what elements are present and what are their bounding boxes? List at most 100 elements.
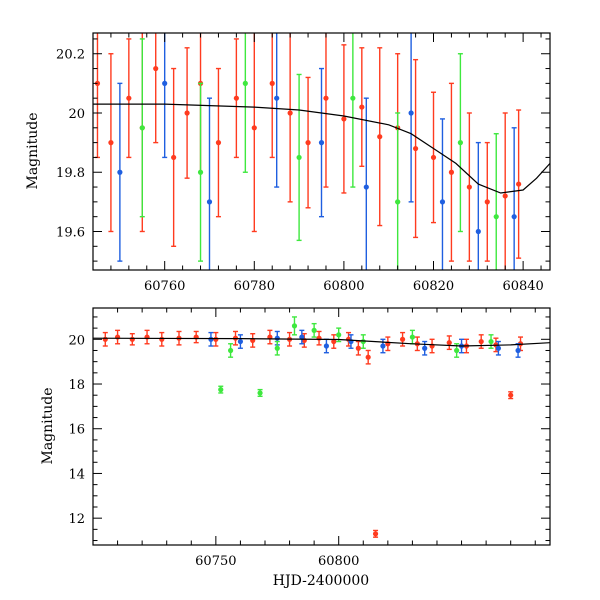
bottom-series-0-point-13 bbox=[316, 330, 322, 346]
top-plot-frame bbox=[92, 32, 551, 271]
top-series-0-point-17 bbox=[377, 47, 383, 227]
bottom-series-0-point-22 bbox=[429, 338, 435, 354]
top-y-tick-label: 19.6 bbox=[56, 225, 85, 240]
top-series-0-point-19 bbox=[412, 58, 419, 239]
top-series-1-point-4 bbox=[318, 67, 325, 218]
top-series-1-point-8 bbox=[475, 141, 481, 270]
top-series-2-point-6 bbox=[457, 53, 463, 233]
top-x-tick-label: 60800 bbox=[323, 279, 364, 294]
top-series-0-point-6 bbox=[184, 47, 190, 179]
top-x-tick-label: 60840 bbox=[502, 279, 543, 294]
bottom-plot-frame bbox=[92, 307, 551, 546]
top-series-0-point-8 bbox=[215, 67, 222, 218]
top-series-1-point-5 bbox=[363, 97, 369, 270]
bottom-series-2-point-2 bbox=[227, 343, 234, 358]
top-series-0-point-12 bbox=[287, 33, 293, 203]
bottom-series-1-point-6 bbox=[380, 338, 386, 354]
bottom-y-tick-label: 20 bbox=[68, 333, 85, 348]
bottom-series-0-point-6 bbox=[193, 330, 199, 344]
bottom-x-tick-label: 60800 bbox=[318, 554, 359, 569]
bottom-series-0-point-1 bbox=[114, 329, 121, 345]
bottom-series-0-point-7 bbox=[213, 331, 219, 347]
bottom-y-tick-label: 18 bbox=[68, 378, 85, 393]
bottom-series-0-point-17 bbox=[365, 349, 371, 365]
top-series-0-point-5 bbox=[171, 67, 177, 248]
bottom-series-2-point-1 bbox=[257, 388, 263, 398]
top-series-0-point-11 bbox=[269, 33, 275, 159]
top-series-2-point-2 bbox=[242, 33, 248, 173]
top-x-tick-label: 60780 bbox=[234, 279, 275, 294]
top-series-0-point-10 bbox=[251, 33, 257, 233]
top-series-0-point-9 bbox=[233, 38, 239, 159]
top-ticks: 60760 60780 60800 60820 60840 19.6 19.8 20 20.2 bbox=[56, 33, 550, 294]
top-y-axis-title: Magnitude bbox=[25, 112, 41, 189]
bottom-series-2-point-5 bbox=[311, 322, 317, 338]
top-series-0-point-25 bbox=[516, 109, 522, 259]
bottom-model-curve bbox=[93, 337, 550, 347]
top-series-layer bbox=[94, 33, 522, 270]
bottom-series-layer bbox=[102, 316, 524, 538]
bottom-series-2-point-3 bbox=[274, 340, 280, 356]
bottom-y-tick-label: 12 bbox=[68, 512, 85, 527]
top-series-2-point-1 bbox=[197, 82, 204, 262]
top-series-2-point-0 bbox=[139, 38, 145, 218]
top-series-1-point-2 bbox=[206, 97, 213, 270]
bottom-series-0-point-23 bbox=[446, 335, 452, 351]
top-series-0-point-20 bbox=[430, 91, 437, 224]
top-series-1-point-0 bbox=[117, 82, 123, 262]
top-panel: 60760 60780 60800 60820 6084019.619.82020.2 … bbox=[25, 32, 551, 294]
bottom-series-2-point-7 bbox=[360, 334, 366, 349]
bottom-series-0-point-25 bbox=[478, 334, 484, 349]
bottom-series-1-point-9 bbox=[495, 340, 502, 356]
bottom-series-1-point-1 bbox=[237, 334, 244, 349]
top-series-0-point-1 bbox=[108, 53, 114, 233]
bottom-x-axis-title: HJD-2400000 bbox=[273, 573, 369, 589]
top-series-0-point-13 bbox=[305, 76, 311, 209]
bottom-series-0-point-3 bbox=[144, 329, 150, 345]
top-series-0-point-23 bbox=[484, 141, 490, 262]
bottom-series-1-point-0 bbox=[208, 331, 214, 347]
top-series-0-point-14 bbox=[323, 33, 329, 188]
top-series-0-point-4 bbox=[153, 33, 159, 144]
bottom-y-tick-label: 14 bbox=[68, 467, 85, 482]
bottom-x-tick-label: 60750 bbox=[195, 554, 236, 569]
top-y-tick-label: 19.8 bbox=[56, 166, 85, 181]
top-series-1-point-1 bbox=[162, 33, 168, 159]
top-series-1-point-3 bbox=[274, 33, 280, 188]
top-series-0-point-2 bbox=[126, 38, 132, 159]
top-x-tick-label: 60760 bbox=[144, 279, 185, 294]
bottom-series-1-point-4 bbox=[323, 338, 330, 354]
bottom-series-0-point-9 bbox=[250, 333, 256, 348]
bottom-series-1-point-10 bbox=[515, 343, 521, 358]
bottom-series-0-point-16 bbox=[355, 340, 361, 356]
bottom-series-1-point-3 bbox=[299, 329, 305, 345]
top-model-curve bbox=[93, 103, 550, 194]
top-series-0-point-15 bbox=[341, 44, 347, 194]
bottom-series-1-point-7 bbox=[422, 340, 428, 356]
top-series-1-point-9 bbox=[511, 127, 517, 270]
top-series-0-point-21 bbox=[448, 82, 455, 262]
bottom-series-0-point-4 bbox=[159, 331, 165, 347]
bottom-series-2-point-10 bbox=[488, 334, 494, 349]
top-series-1-point-7 bbox=[439, 118, 446, 270]
bottom-series-2-point-8 bbox=[409, 329, 416, 345]
top-series-2-point-4 bbox=[350, 33, 356, 188]
bottom-ticks: 60750 60800 12 14 16 18 20 bbox=[68, 308, 550, 569]
bottom-series-0-point-2 bbox=[129, 333, 135, 346]
bottom-series-0-point-20 bbox=[399, 331, 406, 347]
top-y-tick-label: 20.2 bbox=[56, 48, 85, 63]
top-series-2-point-5 bbox=[395, 112, 401, 270]
top-series-0-point-22 bbox=[466, 112, 472, 262]
bottom-series-0-point-27 bbox=[508, 391, 514, 400]
top-series-1-point-6 bbox=[408, 33, 414, 203]
top-series-2-point-7 bbox=[493, 133, 499, 270]
top-series-2-point-3 bbox=[296, 73, 302, 242]
top-x-tick-label: 60820 bbox=[413, 279, 454, 294]
bottom-series-0-point-10 bbox=[267, 329, 273, 345]
bottom-series-2-point-0 bbox=[218, 385, 224, 394]
bottom-panel: 60750 60800 12 14 16 18 20 Magnitude HJD-24000… bbox=[40, 307, 551, 589]
top-series-0-point-16 bbox=[359, 47, 365, 168]
bottom-y-tick-label: 16 bbox=[68, 423, 85, 438]
top-y-tick-label: 20 bbox=[68, 107, 85, 122]
